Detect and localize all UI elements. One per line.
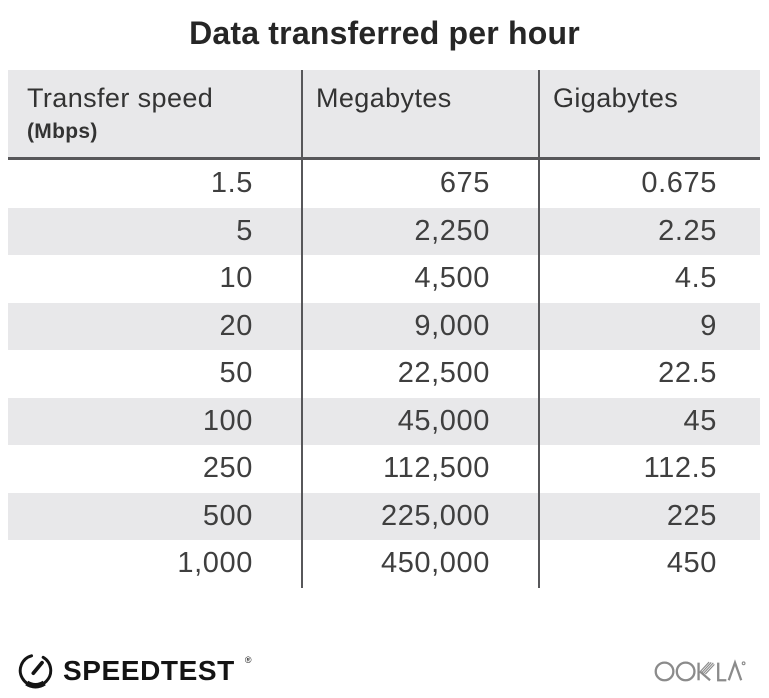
table-cell: 225 [538,492,760,540]
table-cell: 9,000 [301,302,538,350]
table-row: 100 45,000 45 [8,397,760,445]
table-cell: 50 [219,357,253,390]
table-cell: 500 [202,499,253,532]
table-row: 1.5 675 0.675 [8,160,760,208]
column-header-megabytes: Megabytes [301,70,538,157]
table-row: 5 2,250 2.25 [8,207,760,255]
table-cell: 20 [219,309,253,342]
table-cell: 250 [202,452,253,485]
table-cell: 2,250 [301,207,538,255]
column-header-transfer-speed: Transfer speed (Mbps) [8,70,301,157]
table-cell: 5 [236,214,253,247]
speedometer-gauge-icon [18,654,53,689]
table-row: 50 22,500 22.5 [8,350,760,398]
table-row: 1,000 450,000 450 [8,540,760,588]
column-header-label: Transfer speed [27,83,214,113]
table-cell: 22,500 [301,350,538,398]
column-header-label: Gigabytes [553,83,679,113]
table-cell: 100 [202,404,253,437]
table-row: 250 112,500 112.5 [8,445,760,493]
data-table: Transfer speed (Mbps) Megabytes Gigabyte… [8,70,760,588]
speedtest-wordmark: SPEEDTEST [63,654,235,686]
table-cell: 9 [538,302,760,350]
table-cell: 0.675 [538,160,760,208]
table-body: 1.5 675 0.675 5 2,250 2.25 10 4,500 4.5 20 9,000 9 5… [8,160,760,588]
table-cell: 1.5 [210,167,253,200]
column-header-gigabytes: Gigabytes [538,70,760,157]
page-title: Data transferred per hour [189,15,580,51]
registered-trademark-symbol: ® [244,655,252,665]
table-cell: 10 [219,262,253,295]
ookla-logo [654,656,746,685]
table-cell: 112.5 [538,445,760,493]
column-header-unit: (Mbps) [27,120,98,143]
table-cell: 2.25 [538,207,760,255]
table-cell: 45 [538,397,760,445]
table-header-row: Transfer speed (Mbps) Megabytes Gigabyte… [8,70,760,160]
table-cell: 225,000 [301,492,538,540]
table-cell: 4,500 [301,255,538,303]
table-cell: 675 [301,160,538,208]
ookla-wordmark-icon [654,659,746,682]
table-cell: 22.5 [538,350,760,398]
table-cell: 450 [538,540,760,588]
footer: SPEEDTEST ® [17,652,746,689]
column-header-label: Megabytes [316,83,452,113]
table-row: 10 4,500 4.5 [8,255,760,303]
table-row: 20 9,000 9 [8,302,760,350]
table-cell: 1,000 [177,547,253,580]
speedtest-logo: SPEEDTEST ® [17,652,252,689]
table-cell: 45,000 [301,397,538,445]
table-cell: 450,000 [301,540,538,588]
table-row: 500 225,000 225 [8,492,760,540]
table-cell: 112,500 [301,445,538,493]
table-cell: 4.5 [538,255,760,303]
